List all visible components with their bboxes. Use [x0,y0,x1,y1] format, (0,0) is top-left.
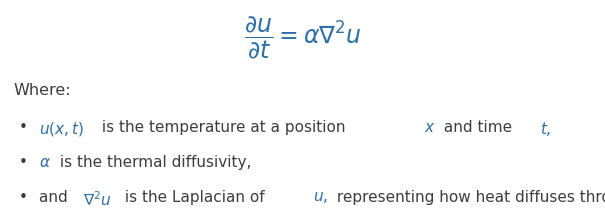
Text: $x$: $x$ [424,120,436,135]
Text: •: • [19,155,27,170]
Text: Where:: Where: [13,83,71,98]
Text: is the thermal diffusivity,: is the thermal diffusivity, [54,155,251,170]
Text: and: and [39,190,73,205]
Text: $t,$: $t,$ [540,120,551,138]
Text: is the temperature at a position: is the temperature at a position [97,120,351,135]
Text: $\dfrac{\partial u}{\partial t} = \alpha \nabla^2 u$: $\dfrac{\partial u}{\partial t} = \alpha… [244,15,361,61]
Text: is the Laplacian of: is the Laplacian of [120,190,269,205]
Text: •: • [19,190,27,205]
Text: $u(x,t)$: $u(x,t)$ [39,120,84,138]
Text: $\alpha$: $\alpha$ [39,155,51,170]
Text: $u,$: $u,$ [313,190,327,205]
Text: representing how heat diffuses through space.: representing how heat diffuses through s… [332,190,605,205]
Text: $\nabla^2 u$: $\nabla^2 u$ [83,190,111,208]
Text: and time: and time [439,120,517,135]
Text: •: • [19,120,27,135]
